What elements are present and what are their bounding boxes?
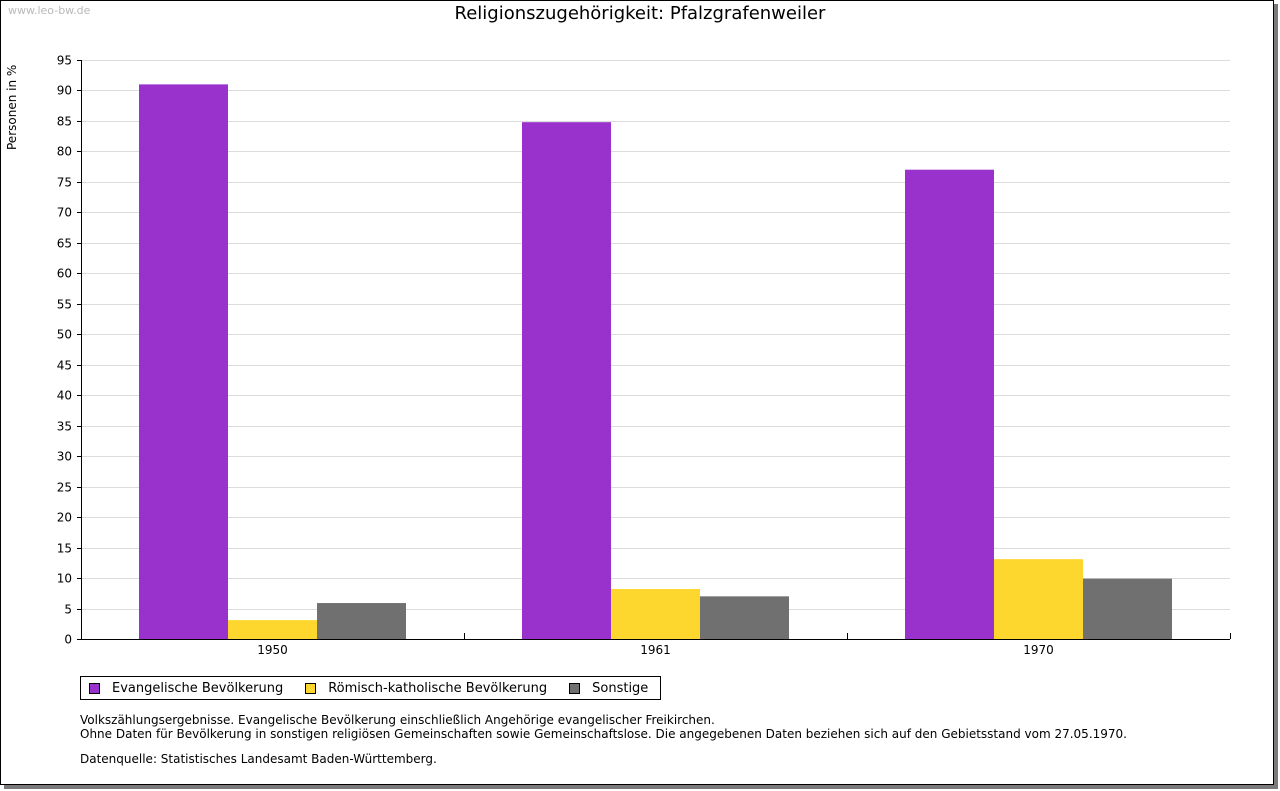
y-tick-label: 20 bbox=[57, 511, 72, 525]
y-tick-label: 75 bbox=[57, 176, 72, 190]
y-tick-label: 55 bbox=[57, 298, 72, 312]
note-line: Ohne Daten für Bevölkerung in sonstigen … bbox=[80, 727, 1127, 741]
bar bbox=[611, 589, 700, 639]
x-axis-ticks: 1950 1961 1970 bbox=[81, 633, 1231, 657]
legend-swatch-evangelisch bbox=[89, 682, 100, 694]
bar bbox=[522, 122, 611, 639]
axes bbox=[81, 60, 1230, 640]
y-tick-label: 15 bbox=[57, 542, 72, 556]
watermark: www.leo-bw.de bbox=[8, 4, 91, 17]
legend-swatch-sonstige bbox=[569, 682, 581, 694]
y-tick-label: 95 bbox=[57, 54, 72, 68]
bar bbox=[139, 84, 228, 639]
bar bbox=[317, 603, 406, 639]
y-axis-label: Personen in % bbox=[5, 65, 19, 150]
y-tick-label: 45 bbox=[57, 359, 72, 373]
legend-label-evangelisch: Evangelische Bevölkerung bbox=[112, 680, 284, 696]
y-tick-label: 10 bbox=[57, 572, 72, 586]
gridlines bbox=[81, 60, 1230, 610]
y-tick-label: 60 bbox=[57, 267, 72, 281]
bar bbox=[700, 596, 789, 639]
y-tick-label: 90 bbox=[57, 84, 72, 98]
y-axis-ticks: 0 5 10 15 20 25 30 35 40 45 50 55 60 65 70 75 80 85 90 95 bbox=[57, 54, 81, 647]
legend-label-sonstige: Sonstige bbox=[592, 680, 649, 696]
bars bbox=[139, 84, 1172, 639]
legend: Evangelische Bevölkerung Römisch-katholi… bbox=[80, 676, 662, 700]
bar bbox=[228, 620, 317, 639]
legend-item-sonstige: Sonstige bbox=[569, 681, 648, 696]
y-tick-label: 0 bbox=[64, 633, 72, 647]
y-tick-label: 70 bbox=[57, 206, 72, 220]
y-tick-label: 25 bbox=[57, 481, 72, 495]
y-tick-label: 85 bbox=[57, 115, 72, 129]
y-tick-label: 50 bbox=[57, 328, 72, 342]
legend-item-evangelisch: Evangelische Bevölkerung bbox=[89, 681, 283, 696]
legend-swatch-katholisch bbox=[305, 682, 317, 694]
y-tick-label: 30 bbox=[57, 450, 72, 464]
bar-chart: 0 5 10 15 20 25 30 35 40 45 50 55 60 65 70 75 80 85 90 95 1… bbox=[5, 54, 1231, 657]
y-tick-label: 80 bbox=[57, 145, 72, 159]
bar bbox=[1083, 578, 1172, 639]
x-tick-label: 1970 bbox=[1023, 643, 1054, 657]
data-source: Datenquelle: Statistisches Landesamt Bad… bbox=[80, 752, 437, 766]
x-tick-label: 1950 bbox=[257, 643, 288, 657]
chart-notes: Volkszählungsergebnisse. Evangelische Be… bbox=[80, 713, 1127, 741]
bar bbox=[994, 559, 1083, 639]
x-tick-label: 1961 bbox=[640, 643, 671, 657]
y-tick-label: 5 bbox=[64, 603, 72, 617]
y-tick-label: 65 bbox=[57, 237, 72, 251]
y-tick-label: 40 bbox=[57, 389, 72, 403]
y-tick-label: 35 bbox=[57, 420, 72, 434]
bar bbox=[905, 169, 994, 639]
chart-title: Religionszugehörigkeit: Pfalzgrafenweile… bbox=[454, 3, 826, 24]
note-line: Volkszählungsergebnisse. Evangelische Be… bbox=[80, 713, 715, 727]
legend-item-katholisch: Römisch-katholische Bevölkerung bbox=[305, 681, 547, 696]
legend-label-katholisch: Römisch-katholische Bevölkerung bbox=[328, 680, 548, 696]
